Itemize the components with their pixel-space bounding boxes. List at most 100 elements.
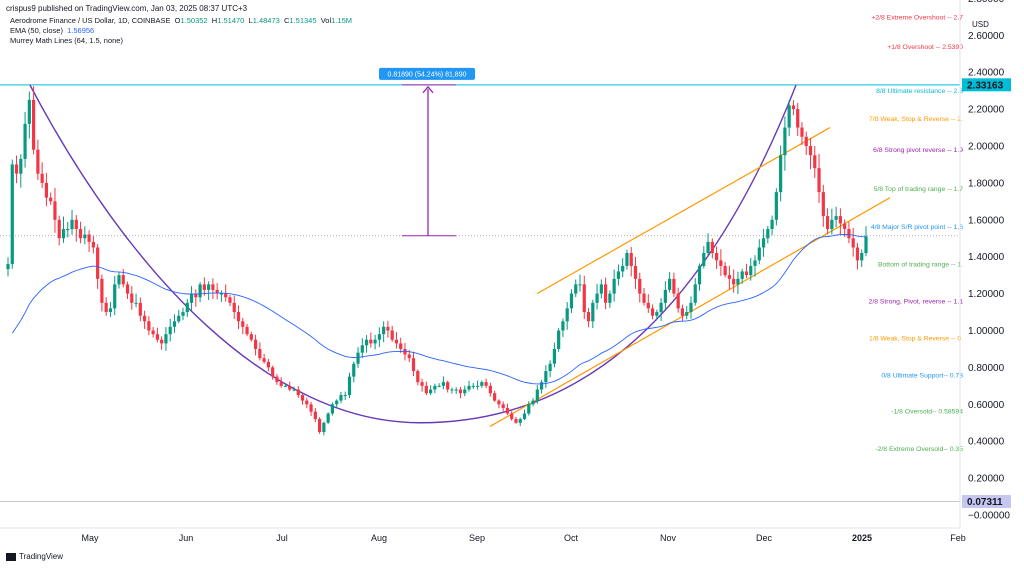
y-tick-label: 2.20000 [968,105,1005,116]
candle-body [108,308,113,313]
candle-body [275,376,279,383]
candle-body [586,312,591,322]
candle-body [266,361,270,368]
currency-label[interactable]: USD [972,20,989,29]
candle-body [821,192,825,217]
candle-body [177,315,181,322]
candle-body [14,164,19,174]
candle-body [164,334,168,344]
candle-body [27,99,31,124]
candle-body [740,271,744,279]
candle-body [710,241,714,254]
tradingview-footer[interactable]: TradingView [6,552,63,561]
candle-body [160,339,164,344]
y-tick-label: 0.60000 [968,400,1005,411]
candle-body [676,293,680,309]
candle-body [663,289,667,303]
measure-label: 0.81890 (54.24%) 81,890 [387,71,466,78]
candle-body [121,275,125,285]
candle-body [189,293,194,303]
candle-body [851,238,855,248]
candle-body [744,271,749,276]
candle-body [463,389,467,394]
candle-body [224,293,228,298]
candle-body [70,219,74,230]
candle-body [428,389,433,394]
candle-body [736,278,740,285]
x-tick-label: Jun [179,533,194,543]
ema-line: EMA (50, close) 1.56956 [10,26,352,36]
candle-body [100,278,104,303]
candle-body [416,371,420,383]
candle-body [288,385,292,390]
candle-body [249,334,253,340]
candle-body [518,419,522,423]
candle-body [796,109,800,128]
candle-body [258,348,262,359]
candle-body [497,400,501,405]
candle-body [326,413,330,423]
candle-body [253,339,258,349]
axes: 3.000002.800002.600002.400002.200002.000… [0,0,1011,543]
candle-body [66,229,70,231]
murrey-line-label: Bottom of trading range -- 1. [878,262,963,269]
candle-body [386,326,390,331]
x-tick-label: May [81,533,99,543]
candle-body [198,284,202,298]
candle-body [377,334,381,340]
candle-body [125,284,130,294]
candle-body [800,127,804,137]
candle-body [185,302,189,313]
candle-body [787,105,791,128]
x-tick-label: Jul [276,533,288,543]
candle-body [544,371,548,383]
candle-body [574,284,578,294]
candle-body [87,234,91,242]
candle-body [599,284,603,294]
candle-body [458,389,463,394]
candle-body [420,382,424,386]
candle-body [706,241,710,254]
candle-body [53,201,57,220]
candle-body [659,302,663,313]
candle-body [168,326,172,335]
murrey-line-label: 2/8 Strong, Pivot, reverse -- 1.1 [869,298,964,305]
price-tag-bg [962,495,1011,509]
measure-label-bg [379,67,475,80]
candle-body [633,265,638,279]
candle-body [608,293,612,303]
candle-body [347,376,352,396]
y-tick-label: 1.00000 [968,326,1005,337]
candle-body [732,278,736,285]
candle-body [49,197,53,202]
candle-body [595,293,599,303]
candle-body [774,192,778,220]
candle-body [548,363,552,372]
candle-body [646,302,650,309]
candle-body [488,385,492,394]
candle-body [19,158,23,174]
murrey-line-label: 8/8 Ultimate resistance -- 2.3 [876,88,963,95]
candle-body [830,219,834,230]
candle-body [300,395,305,401]
candle-body [621,265,625,272]
candle-body [714,253,719,261]
candles [6,86,868,436]
candle-body [207,284,211,290]
candle-body [625,253,629,266]
candle-body [219,293,224,295]
murrey-line-label: -2/8 Extreme Oversold-- 0.35 [875,446,963,453]
candle-body [279,382,283,386]
candle-body [74,219,78,230]
cup-curve [29,84,797,424]
candle-body [155,334,160,340]
open-value: 1.50352 [180,16,208,25]
x-tick-label: Oct [564,533,579,543]
candle-body [91,241,95,248]
candle-body [860,253,864,261]
y-tick-label: 0.40000 [968,437,1005,448]
price-tag-label: 2.33163 [967,80,1004,91]
candle-body [539,382,544,390]
open-label: O [174,16,181,25]
